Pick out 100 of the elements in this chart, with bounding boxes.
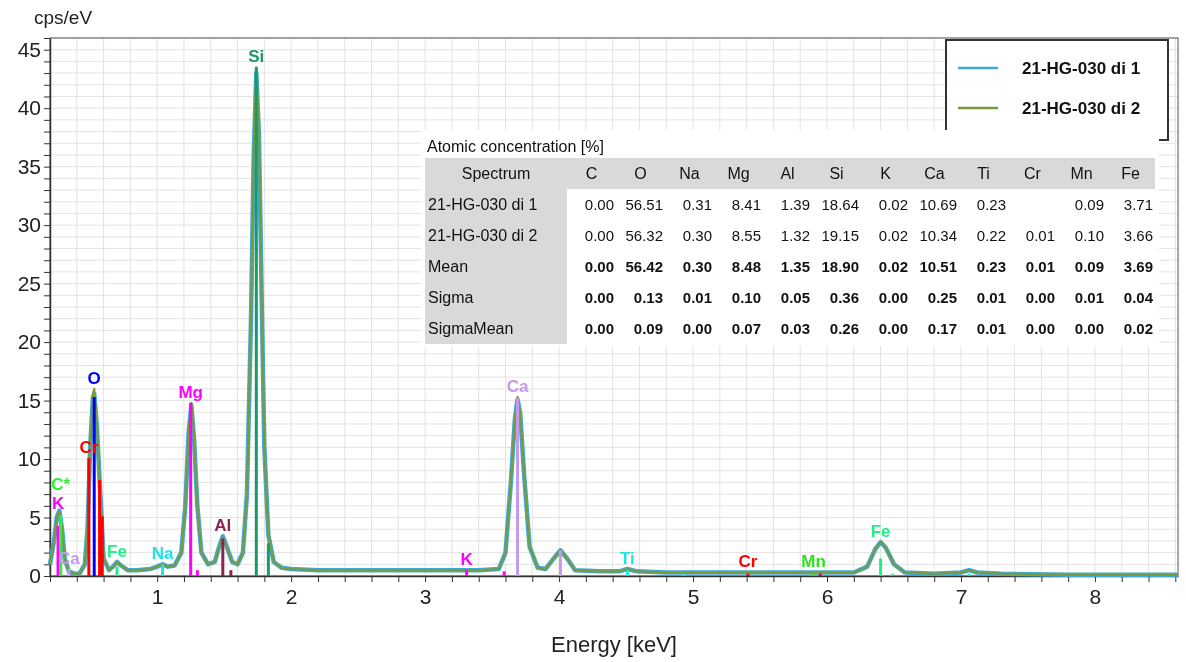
data-label: 0.00 <box>1025 289 1055 306</box>
data-label: 3.71 <box>1123 196 1153 213</box>
data-label: 0.36 <box>829 289 859 306</box>
y-tick-label: 30 <box>17 213 41 237</box>
data-label: 18.64 <box>821 196 859 213</box>
x-tick-label: 5 <box>687 584 700 608</box>
data-label: 0.30 <box>682 258 712 275</box>
data-label: 0.23 <box>976 196 1006 213</box>
x-tick-label: Al <box>780 165 795 182</box>
data-label: 0.31 <box>682 196 712 213</box>
y-tick-label: 40 <box>17 96 41 120</box>
data-label: Fe <box>107 541 127 561</box>
y-tick-label: 15 <box>17 388 41 412</box>
x-tick-label: 7 <box>955 584 968 608</box>
y-tick-label: 5 <box>29 505 41 529</box>
data-label: Mn <box>801 552 826 572</box>
y-tick-label: 0 <box>29 564 41 588</box>
y-tick-label: 20 <box>17 330 41 354</box>
x-tick-label: 2 <box>285 584 298 608</box>
data-label: 10.69 <box>919 196 957 213</box>
data-label: 0.00 <box>1074 320 1104 337</box>
x-tick-label: 4 <box>553 584 566 608</box>
data-label: C* <box>51 475 71 495</box>
y-tick-label: 21-HG-030 di 1 <box>428 196 538 213</box>
y-axis-title: Spectrum <box>461 165 531 182</box>
x-tick-label: 3 <box>419 584 432 608</box>
data-label: 10.34 <box>919 227 957 244</box>
data-label: 0.04 <box>1123 289 1154 306</box>
y-tick-label: 45 <box>17 37 41 61</box>
data-label: 0.01 <box>976 289 1006 306</box>
data-label: 56.51 <box>625 196 663 213</box>
x-tick-label: Na <box>679 165 700 182</box>
y-tick-label: 35 <box>17 154 41 178</box>
data-label: Na <box>151 544 174 564</box>
data-label: 10.51 <box>919 258 957 275</box>
data-label: Mg <box>178 382 203 402</box>
data-label: Al <box>214 516 232 536</box>
data-label: 0.00 <box>878 289 908 306</box>
data-label: Cr <box>738 552 758 572</box>
legend-label: 21-HG-030 di 2 <box>1022 99 1141 118</box>
data-label: 3.69 <box>1123 258 1153 275</box>
data-label: Si <box>248 47 265 67</box>
data-label: O <box>87 368 101 388</box>
data-label: K <box>460 550 474 570</box>
x-axis-title: Energy [keV] <box>551 632 677 657</box>
data-label: 0.02 <box>878 227 908 244</box>
data-label: 0.10 <box>1074 227 1104 244</box>
data-label: 56.42 <box>625 258 663 275</box>
data-label: 0.00 <box>1025 320 1055 337</box>
data-label: 0.09 <box>1074 196 1104 213</box>
data-label: 0.25 <box>927 289 957 306</box>
y-tick-label: Mean <box>428 258 469 275</box>
data-label: 3.66 <box>1123 227 1153 244</box>
data-label: 0.00 <box>584 289 614 306</box>
data-label: 8.41 <box>731 196 761 213</box>
data-label: 1.32 <box>780 227 810 244</box>
x-tick-label: K <box>880 165 892 182</box>
y-tick-label: 10 <box>17 447 41 471</box>
legend-label: 21-HG-030 di 1 <box>1022 59 1141 78</box>
y-tick-label: 25 <box>17 271 41 295</box>
data-label: 1.35 <box>780 258 810 275</box>
data-label: 0.01 <box>682 289 712 306</box>
data-label: 0.00 <box>584 196 614 213</box>
y-tick-label: 21-HG-030 di 2 <box>428 227 538 244</box>
data-label: 0.30 <box>682 227 712 244</box>
x-tick-label: Fe <box>1121 165 1140 182</box>
data-label: 0.26 <box>829 320 859 337</box>
x-tick-label: Ca <box>924 165 945 182</box>
data-label: 0.02 <box>878 258 908 275</box>
data-label: 0.01 <box>976 320 1006 337</box>
data-label: 0.07 <box>731 320 761 337</box>
data-label: 8.55 <box>731 227 761 244</box>
data-label: 0.02 <box>878 196 908 213</box>
x-tick-label: Si <box>829 165 844 182</box>
data-label: 0.05 <box>780 289 810 306</box>
data-label: 0.00 <box>584 320 614 337</box>
data-label: 0.02 <box>1123 320 1153 337</box>
data-label: 0.13 <box>633 289 663 306</box>
data-label: 0.00 <box>682 320 712 337</box>
x-tick-label: 6 <box>821 584 834 608</box>
data-label: Ca <box>506 377 529 397</box>
data-label: 0.23 <box>976 258 1006 275</box>
x-tick-label: Ti <box>977 165 990 182</box>
y-tick-label: Sigma <box>428 289 474 306</box>
data-label: 56.32 <box>625 227 663 244</box>
x-tick-label: 8 <box>1089 584 1102 608</box>
x-tick-label: Mn <box>1070 165 1093 182</box>
data-label: 0.03 <box>780 320 810 337</box>
data-label: 0.09 <box>1074 258 1104 275</box>
data-label: 18.90 <box>821 258 859 275</box>
data-label: 0.10 <box>731 289 761 306</box>
data-label: 0.17 <box>927 320 957 337</box>
data-label: 8.48 <box>731 258 761 275</box>
data-label: K <box>51 494 65 514</box>
x-tick-label: Mg <box>727 165 750 182</box>
data-label: Fe <box>870 522 891 542</box>
y-tick-label: SigmaMean <box>428 320 514 337</box>
x-tick-label: Cr <box>1024 165 1042 182</box>
x-tick-label: 1 <box>151 584 164 608</box>
x-tick-label: O <box>634 165 647 182</box>
